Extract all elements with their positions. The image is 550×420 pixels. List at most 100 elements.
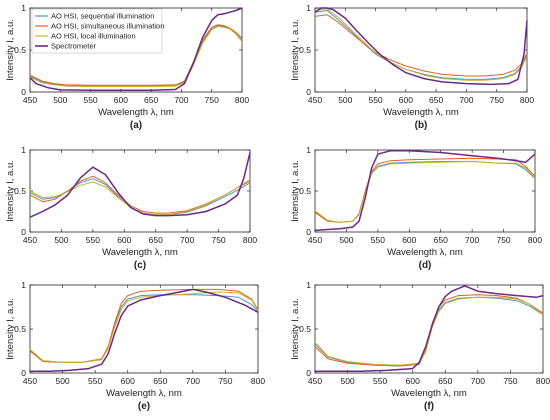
x-tick-label: 800 (536, 376, 550, 386)
x-tick-label: 700 (180, 235, 194, 245)
x-tick-label: 450 (23, 95, 37, 105)
y-axis-label: Intensity I, a.u. (290, 19, 301, 81)
panel-label: (a) (130, 120, 142, 131)
x-tick-label: 550 (83, 95, 97, 105)
x-axis-label: Wavelength λ, nm (102, 247, 178, 258)
x-tick-label: 600 (402, 235, 416, 245)
y-tick-label: 1 (306, 145, 311, 155)
y-tick-label: 1 (21, 145, 26, 155)
x-tick-label: 650 (149, 235, 163, 245)
x-tick-label: 500 (338, 95, 352, 105)
x-tick-label: 550 (371, 235, 385, 245)
y-axis-label: Intensity I, a.u. (5, 298, 16, 360)
y-axis-label: Intensity I, a.u. (5, 19, 16, 81)
series-line-simultaneous (29, 24, 243, 86)
legend-label-spectrometer: Spectrometer (51, 42, 97, 51)
y-axis-label: Intensity I, a.u. (290, 160, 301, 222)
x-tick-label: 650 (144, 95, 158, 105)
series-line-spectrometer (30, 288, 259, 372)
series-line-simultaneous (314, 157, 536, 223)
x-tick-label: 750 (205, 95, 219, 105)
x-tick-label: 700 (459, 95, 473, 105)
panel-label: (c) (134, 260, 146, 271)
x-tick-label: 800 (520, 95, 534, 105)
x-axis-label: Wavelength λ, nm (391, 388, 467, 399)
panel-label: (b) (415, 120, 428, 131)
x-tick-label: 600 (121, 376, 135, 386)
y-tick-label: 0 (306, 87, 311, 97)
series-line-local (29, 291, 259, 363)
x-tick-label: 500 (53, 95, 67, 105)
x-tick-label: 650 (438, 376, 452, 386)
y-tick-label: 1 (306, 3, 311, 13)
series-line-local (314, 161, 536, 223)
x-tick-label: 800 (235, 95, 249, 105)
y-tick-label: 0.5 (14, 45, 26, 55)
axes-frame (29, 149, 251, 233)
panel-label: (d) (419, 260, 432, 271)
legend-label-sequential: AO HSI, sequential illumination (51, 12, 154, 21)
y-axis-label: Intensity I, a.u. (5, 160, 16, 222)
series-line-spectrometer (314, 150, 536, 232)
x-tick-label: 450 (23, 376, 37, 386)
series-line-spectrometer (314, 7, 528, 86)
y-tick-label: 0.5 (14, 186, 26, 196)
series-line-simultaneous (314, 14, 528, 77)
x-tick-label: 450 (23, 235, 37, 245)
x-axis-label: Wavelength λ, nm (106, 388, 182, 399)
series-line-sequential (314, 296, 544, 367)
series-line-local (29, 179, 251, 216)
x-tick-label: 600 (114, 95, 128, 105)
series-line-spectrometer (315, 285, 544, 372)
x-tick-label: 450 (308, 376, 322, 386)
x-tick-label: 750 (218, 376, 232, 386)
y-axis-label: Intensity I, a.u. (290, 298, 301, 360)
x-tick-label: 500 (55, 376, 69, 386)
legend-label-local: AO HSI, local illumination (51, 32, 136, 41)
y-tick-label: 1 (306, 280, 311, 290)
y-tick-label: 1 (21, 3, 26, 13)
panel-b: 450 500 550 600 650 700 750 800 0 0.5 1 Wavelength … (290, 3, 534, 131)
x-tick-label: 550 (88, 376, 102, 386)
y-tick-label: 0 (21, 227, 26, 237)
series-line-local (314, 8, 528, 81)
x-tick-label: 500 (340, 376, 354, 386)
series-line-spectrometer (29, 7, 243, 92)
x-tick-label: 500 (54, 235, 68, 245)
x-tick-label: 800 (528, 235, 542, 245)
series-line-simultaneous (29, 288, 259, 363)
x-tick-label: 600 (117, 235, 131, 245)
x-tick-label: 450 (308, 235, 322, 245)
x-tick-label: 650 (434, 235, 448, 245)
y-tick-label: 0.5 (299, 186, 311, 196)
panel-f: 450 500 550 600 650 700 750 800 0 0.5 1 Wavelength … (290, 280, 550, 412)
x-tick-label: 750 (496, 235, 510, 245)
y-tick-label: 0 (21, 87, 26, 97)
y-tick-label: 1 (21, 280, 26, 290)
panel-e: 450 500 550 600 650 700 750 800 0 0.5 1 Wavelength … (5, 280, 265, 412)
x-axis-label: Wavelength λ, nm (98, 107, 174, 118)
x-tick-label: 650 (429, 95, 443, 105)
y-tick-label: 0.5 (299, 324, 311, 334)
x-axis-label: Wavelength λ, nm (387, 247, 463, 258)
legend-label-simultaneous: AO HSI, simultaneous illumination (51, 22, 164, 31)
x-tick-label: 750 (490, 95, 504, 105)
x-tick-label: 500 (339, 235, 353, 245)
x-tick-label: 700 (471, 376, 485, 386)
legend-box (31, 8, 163, 54)
x-axis-label: Wavelength λ, nm (383, 107, 459, 118)
panel-a: 450 500 550 600 650 700 750 800 0 0.5 1 Wavelength … (5, 3, 249, 131)
panel-label: (f) (424, 401, 434, 412)
x-tick-label: 550 (86, 235, 100, 245)
y-tick-label: 0.5 (299, 45, 311, 55)
series-line-simultaneous (314, 294, 544, 367)
x-tick-label: 550 (368, 95, 382, 105)
x-tick-label: 700 (465, 235, 479, 245)
x-tick-label: 450 (308, 95, 322, 105)
x-tick-label: 600 (399, 95, 413, 105)
panel-d: 450 500 550 600 650 700 750 800 0 0.5 1 Wavelength … (290, 145, 542, 271)
panel-c: 450 500 550 600 650 700 750 800 0 0.5 1 Wavelength … (5, 145, 257, 271)
y-tick-label: 0 (21, 368, 26, 378)
